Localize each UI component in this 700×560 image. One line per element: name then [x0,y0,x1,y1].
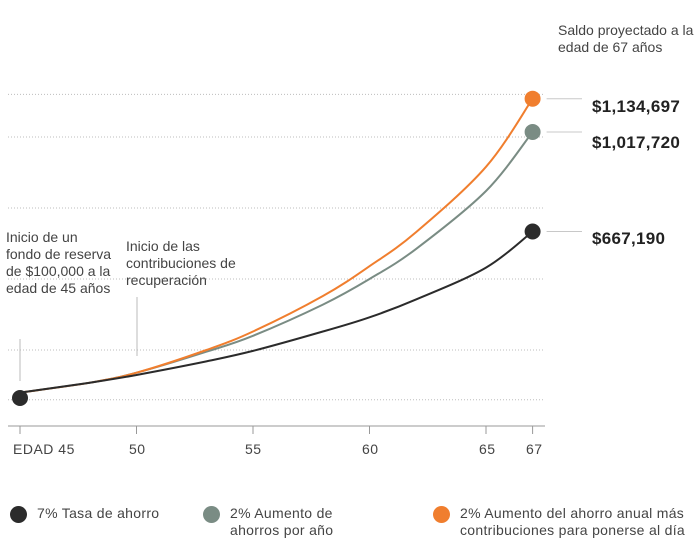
catchup-annotation: Inicio de las contribuciones de recupera… [126,238,236,288]
gridlines [8,93,545,401]
series-lines [19,97,534,394]
legend-dot-orange [433,506,450,523]
end-value-label-base: $667,190 [592,229,666,248]
x-tick-label-60: 60 [362,441,379,457]
x-tick-label-50: 50 [129,441,146,457]
legend-item-annual-increase: 2% Aumento de ahorros por año [203,505,365,539]
end-markers [524,90,541,240]
projected-balance-annotation: Saldo proyectado a la edad de 67 años [558,22,694,55]
legend-label: 2% Aumento de ahorros por año [230,505,334,538]
legend-dot-gray [203,506,220,523]
legend-label: 7% Tasa de ahorro [37,505,160,521]
end-point-marker [524,223,541,240]
x-tick-label-55: 55 [245,441,262,457]
x-axis-ticks [19,426,534,434]
end-value-leaders [546,98,582,232]
legend-dot-dark [10,506,27,523]
x-tick-label-67: 67 [526,441,543,457]
legend-label: 2% Aumento del ahorro anual más contribu… [460,505,686,538]
legend-item-savings-rate: 7% Tasa de ahorro [10,505,197,523]
end-point-marker [524,90,541,107]
x-tick-label-65: 65 [479,441,496,457]
series-line [19,230,534,394]
legend-item-catchup: 2% Aumento del ahorro anual más contribu… [433,505,700,539]
end-value-label-catchup: $1,134,697 [592,97,681,116]
end-value-label-increase: $1,017,720 [592,133,681,152]
start-point-marker [12,390,28,406]
end-point-marker [524,124,541,140]
x-tick-label-45: EDAD 45 [13,441,75,457]
start-fund-annotation: Inicio de un fondo de reserva de $100,00… [6,229,112,296]
